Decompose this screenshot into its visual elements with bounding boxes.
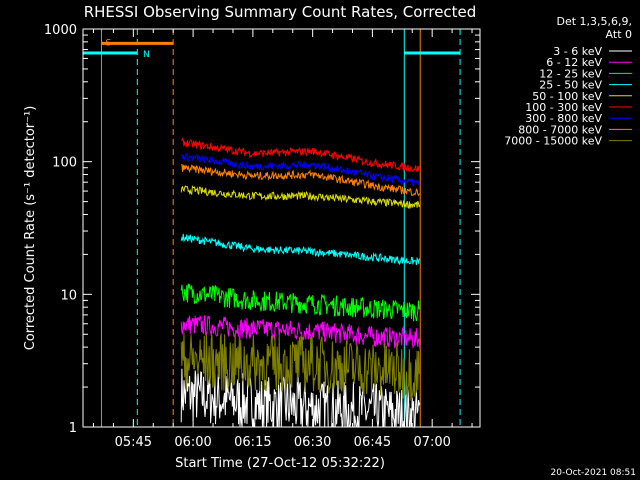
flag-bars: SN [83, 38, 461, 60]
legend-label-1: 6 - 12 keV [546, 56, 602, 69]
series-line-6 [180, 151, 421, 187]
plot-frame [82, 28, 481, 428]
series-line-4 [180, 184, 421, 209]
legend-label-6: 300 - 800 keV [525, 112, 602, 125]
legend-header-0: Det 1,3,5,6,9, [556, 15, 632, 28]
x-axis-ticks: 05:45 06:00 06:15 06:30 06:45 07:00 [92, 29, 473, 450]
x-tick-label-5: 07:00 [413, 435, 450, 450]
y-tick-label-2: 100 [52, 156, 77, 171]
series-line-0 [180, 368, 421, 429]
series-line-8 [180, 333, 421, 401]
y-tick-label-1: 10 [60, 288, 77, 303]
x-tick-label-2: 06:15 [234, 435, 271, 450]
y-tick-label-0: 1 [69, 421, 77, 436]
legend-label-8: 7000 - 15000 keV [504, 135, 602, 148]
series-line-5 [181, 137, 421, 173]
x-tick-label-4: 06:45 [354, 435, 391, 450]
legend-header-1: Att 0 [606, 28, 632, 41]
legend-label-7: 800 - 7000 keV [518, 123, 602, 136]
flag-label-0: S [105, 38, 111, 48]
legend-label-2: 12 - 25 keV [539, 67, 602, 80]
y-axis-ticks: 1 10 100 1000 [44, 23, 480, 436]
series-lines [180, 137, 421, 429]
y-axis-label: Corrected Count Rate (s⁻¹ detector⁻¹) [23, 106, 38, 351]
x-tick-label-0: 05:45 [115, 435, 152, 450]
legend-label-3: 25 - 50 keV [539, 79, 602, 92]
series-line-2 [180, 283, 421, 322]
x-tick-label-3: 06:30 [294, 435, 331, 450]
legend-label-0: 3 - 6 keV [553, 45, 602, 58]
x-axis-label: Start Time (27-Oct-12 05:32:22) [175, 456, 385, 471]
y-tick-label-3: 1000 [44, 23, 77, 38]
x-tick-label-1: 06:00 [174, 435, 211, 450]
series-line-7 [181, 163, 421, 197]
legend-label-5: 100 - 300 keV [525, 101, 602, 114]
series-line-3 [180, 233, 421, 266]
legend-label-4: 50 - 100 keV [532, 90, 602, 103]
chart-title: RHESSI Observing Summary Count Rates, Co… [84, 3, 477, 21]
series-line-1 [180, 315, 421, 350]
flag-label-1: N [143, 50, 150, 60]
timestamp: 20-Oct-2021 08:51 [551, 468, 636, 478]
